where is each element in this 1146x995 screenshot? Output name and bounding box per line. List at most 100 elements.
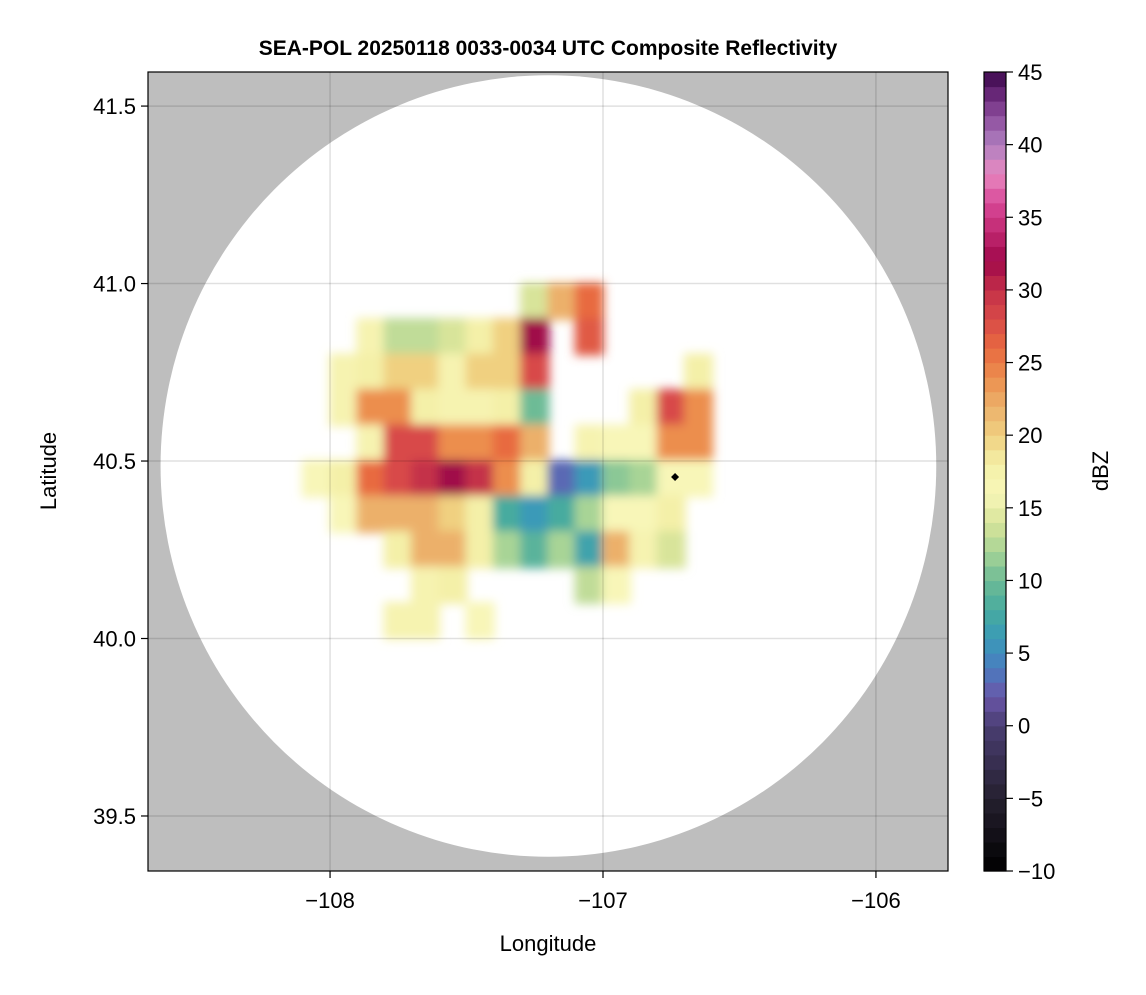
colorbar-band — [984, 86, 1006, 102]
reflectivity-cell — [438, 318, 468, 356]
reflectivity-cell — [465, 318, 495, 356]
reflectivity-cell — [383, 318, 413, 356]
colorbar-band — [984, 246, 1006, 262]
reflectivity-cell — [547, 460, 577, 498]
reflectivity-cell — [410, 318, 441, 356]
reflectivity-cell — [492, 389, 523, 427]
colorbar-band — [984, 638, 1006, 654]
colorbar-band — [984, 536, 1006, 552]
reflectivity-cell — [520, 531, 550, 569]
colorbar-band — [984, 275, 1006, 291]
plot-frame — [147, 71, 949, 872]
reflectivity-cell — [356, 353, 386, 392]
reflectivity-cell — [383, 531, 413, 569]
reflectivity-cell — [465, 602, 495, 640]
reflectivity-cell — [329, 460, 359, 498]
colorbar-band — [984, 130, 1006, 146]
colorbar-band — [984, 493, 1006, 509]
reflectivity-cell — [629, 495, 659, 534]
reflectivity-cell — [520, 389, 550, 427]
reflectivity-cell — [683, 389, 714, 427]
reflectivity-cell — [520, 460, 550, 498]
reflectivity-cell — [465, 353, 495, 392]
colorbar-band — [984, 551, 1006, 567]
reflectivity-cell — [520, 282, 550, 321]
reflectivity-cell — [438, 495, 468, 534]
colorbar-band — [984, 231, 1006, 247]
gridlines — [148, 72, 948, 871]
colorbar-band — [984, 594, 1006, 611]
colorbar-band — [984, 318, 1006, 335]
colorbar-band — [984, 682, 1006, 698]
colorbar-band — [984, 217, 1006, 233]
colorbar-band — [984, 696, 1006, 712]
reflectivity-cell — [683, 424, 714, 463]
colorbar-band — [984, 624, 1006, 640]
colorbar-band — [984, 507, 1006, 523]
reflectivity-cell — [410, 495, 441, 534]
reflectivity-field — [301, 282, 714, 640]
reflectivity-cell — [492, 460, 523, 498]
colorbar-band — [984, 565, 1006, 582]
colorbar-band — [984, 667, 1006, 683]
reflectivity-cell — [410, 353, 441, 392]
reflectivity-cell — [574, 495, 604, 534]
reflectivity-cell — [383, 389, 413, 427]
colorbar-band — [984, 609, 1006, 625]
reflectivity-cell — [410, 460, 441, 498]
chart-title: SEA-POL 20250118 0033-0034 UTC Composite… — [259, 37, 838, 60]
reflectivity-cell — [410, 602, 441, 640]
colorbar-band — [984, 740, 1006, 756]
colorbar-band — [984, 711, 1006, 727]
x-axis-label: Longitude — [500, 931, 597, 956]
y-tick-label: 39.5 — [93, 804, 136, 829]
colorbar-label: dBZ — [1088, 451, 1113, 491]
reflectivity-cell — [656, 495, 686, 534]
reflectivity-cell — [492, 318, 523, 356]
reflectivity-cell — [574, 318, 604, 356]
colorbar-ticks: −10 −5 0 5 10 15 20 25 30 35 40 45 — [1006, 60, 1055, 884]
reflectivity-cell — [601, 495, 632, 534]
colorbar-band — [984, 115, 1006, 131]
reflectivity-cell — [410, 531, 441, 569]
reflectivity-cell — [356, 318, 386, 356]
reflectivity-cell — [520, 353, 550, 392]
colorbar-band — [984, 406, 1006, 422]
colorbar-band — [984, 362, 1006, 378]
colorbar-band — [984, 202, 1006, 218]
reflectivity-cell — [574, 460, 604, 498]
colorbar-tick-label: 30 — [1018, 278, 1042, 303]
colorbar-band — [984, 420, 1006, 436]
reflectivity-cell — [547, 531, 577, 569]
reflectivity-cell — [601, 460, 632, 498]
colorbar-band — [984, 304, 1006, 320]
x-tick-label: −106 — [851, 888, 901, 913]
colorbar-band — [984, 173, 1006, 189]
reflectivity-cell — [383, 424, 413, 463]
reflectivity-cell — [383, 460, 413, 498]
reflectivity-cell — [356, 389, 386, 427]
reflectivity-cell — [438, 389, 468, 427]
colorbar-band — [984, 391, 1006, 407]
colorbar-band — [984, 435, 1006, 451]
reflectivity-cell — [574, 566, 604, 605]
reflectivity-cell — [383, 495, 413, 534]
colorbar-band — [984, 289, 1006, 306]
reflectivity-cell — [329, 353, 359, 392]
reflectivity-cell — [492, 424, 523, 463]
colorbar-band — [984, 144, 1006, 160]
reflectivity-cell — [601, 531, 632, 569]
reflectivity-cell — [438, 566, 468, 605]
x-tick-label: −107 — [578, 888, 628, 913]
reflectivity-cell — [683, 460, 714, 498]
reflectivity-cell — [629, 460, 659, 498]
colorbar-band — [984, 159, 1006, 175]
colorbar-band — [984, 754, 1006, 770]
colorbar-band — [984, 260, 1006, 276]
colorbar-band — [984, 769, 1006, 785]
reflectivity-cell — [629, 424, 659, 463]
reflectivity-cell — [656, 531, 686, 569]
colorbar-band — [984, 377, 1006, 393]
colorbar-band — [984, 333, 1006, 349]
reflectivity-cell — [356, 424, 386, 463]
